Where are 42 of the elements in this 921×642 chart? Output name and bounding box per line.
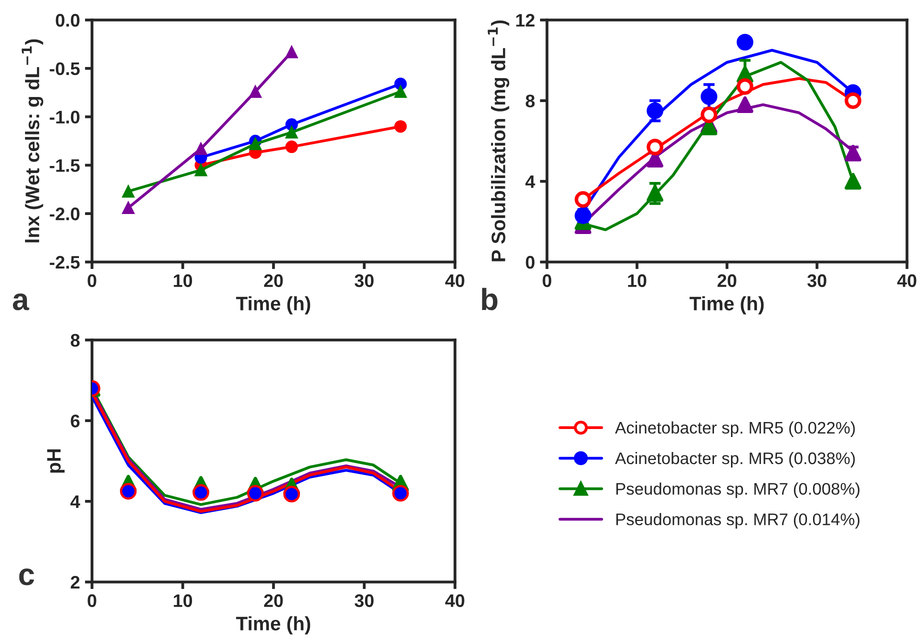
x-tick-label: 40 xyxy=(445,594,464,608)
x-tick-label: 30 xyxy=(354,274,374,288)
x-tick-label: 10 xyxy=(174,274,192,288)
x-tick-label: 20 xyxy=(264,274,283,288)
x-tick-label: 0 xyxy=(88,594,96,608)
text: a xyxy=(12,294,30,310)
y-tick-label: 6 xyxy=(70,414,80,428)
x-tick-label: 20 xyxy=(264,594,283,608)
y-tick-label: -2.5 xyxy=(50,256,80,269)
legend-label: Acinetobacter sp. MR5 (0.038%) xyxy=(615,452,855,468)
legend-label: Pseudomonas sp. MR7 (0.008%) xyxy=(616,482,860,498)
x-tick-label: 10 xyxy=(174,594,192,608)
y-tick-label: -2.0 xyxy=(50,208,80,220)
y-tick-label: 0 xyxy=(526,256,534,269)
y-axis-title: pH xyxy=(47,449,65,473)
y-tick-label: 4 xyxy=(70,495,80,508)
x-tick-label: 0 xyxy=(542,274,552,288)
y-tick-label: 0.0 xyxy=(56,14,80,27)
y-tick-label: 2 xyxy=(70,576,80,589)
x-axis-title: Time (h) xyxy=(690,296,764,314)
text: c xyxy=(19,568,34,586)
x-tick-label: 40 xyxy=(897,274,916,288)
x-tick-label: 0 xyxy=(88,274,96,288)
y-axis-title: P Solubilization (mg dL$^{−1}$) xyxy=(488,20,510,262)
x-tick-label: 30 xyxy=(807,274,826,288)
text: b xyxy=(482,288,498,310)
y-tick-label: -1.0 xyxy=(50,110,80,124)
y-tick-label: 4 xyxy=(525,175,536,188)
x-tick-label: 40 xyxy=(445,274,464,288)
x-axis-title: Time (h) xyxy=(236,296,310,314)
legend-label: Pseudomonas sp. MR7 (0.014%) xyxy=(616,513,860,529)
y-tick-label: -1.5 xyxy=(50,159,80,172)
x-axis-title: Time (h) xyxy=(236,616,310,634)
y-axis-title: lnx (Wet cells: g dL$^{−1}$) xyxy=(22,39,44,242)
y-tick-label: 12 xyxy=(516,14,534,27)
y-tick-label: -0.5 xyxy=(50,62,80,76)
x-tick-label: 10 xyxy=(628,274,646,288)
y-tick-label: 8 xyxy=(70,334,80,347)
x-tick-label: 30 xyxy=(354,594,374,608)
x-tick-label: 20 xyxy=(718,274,736,288)
y-tick-label: 8 xyxy=(526,94,535,108)
legend-label: Acinetobacter sp. MR5 (0.022%) xyxy=(615,421,855,437)
